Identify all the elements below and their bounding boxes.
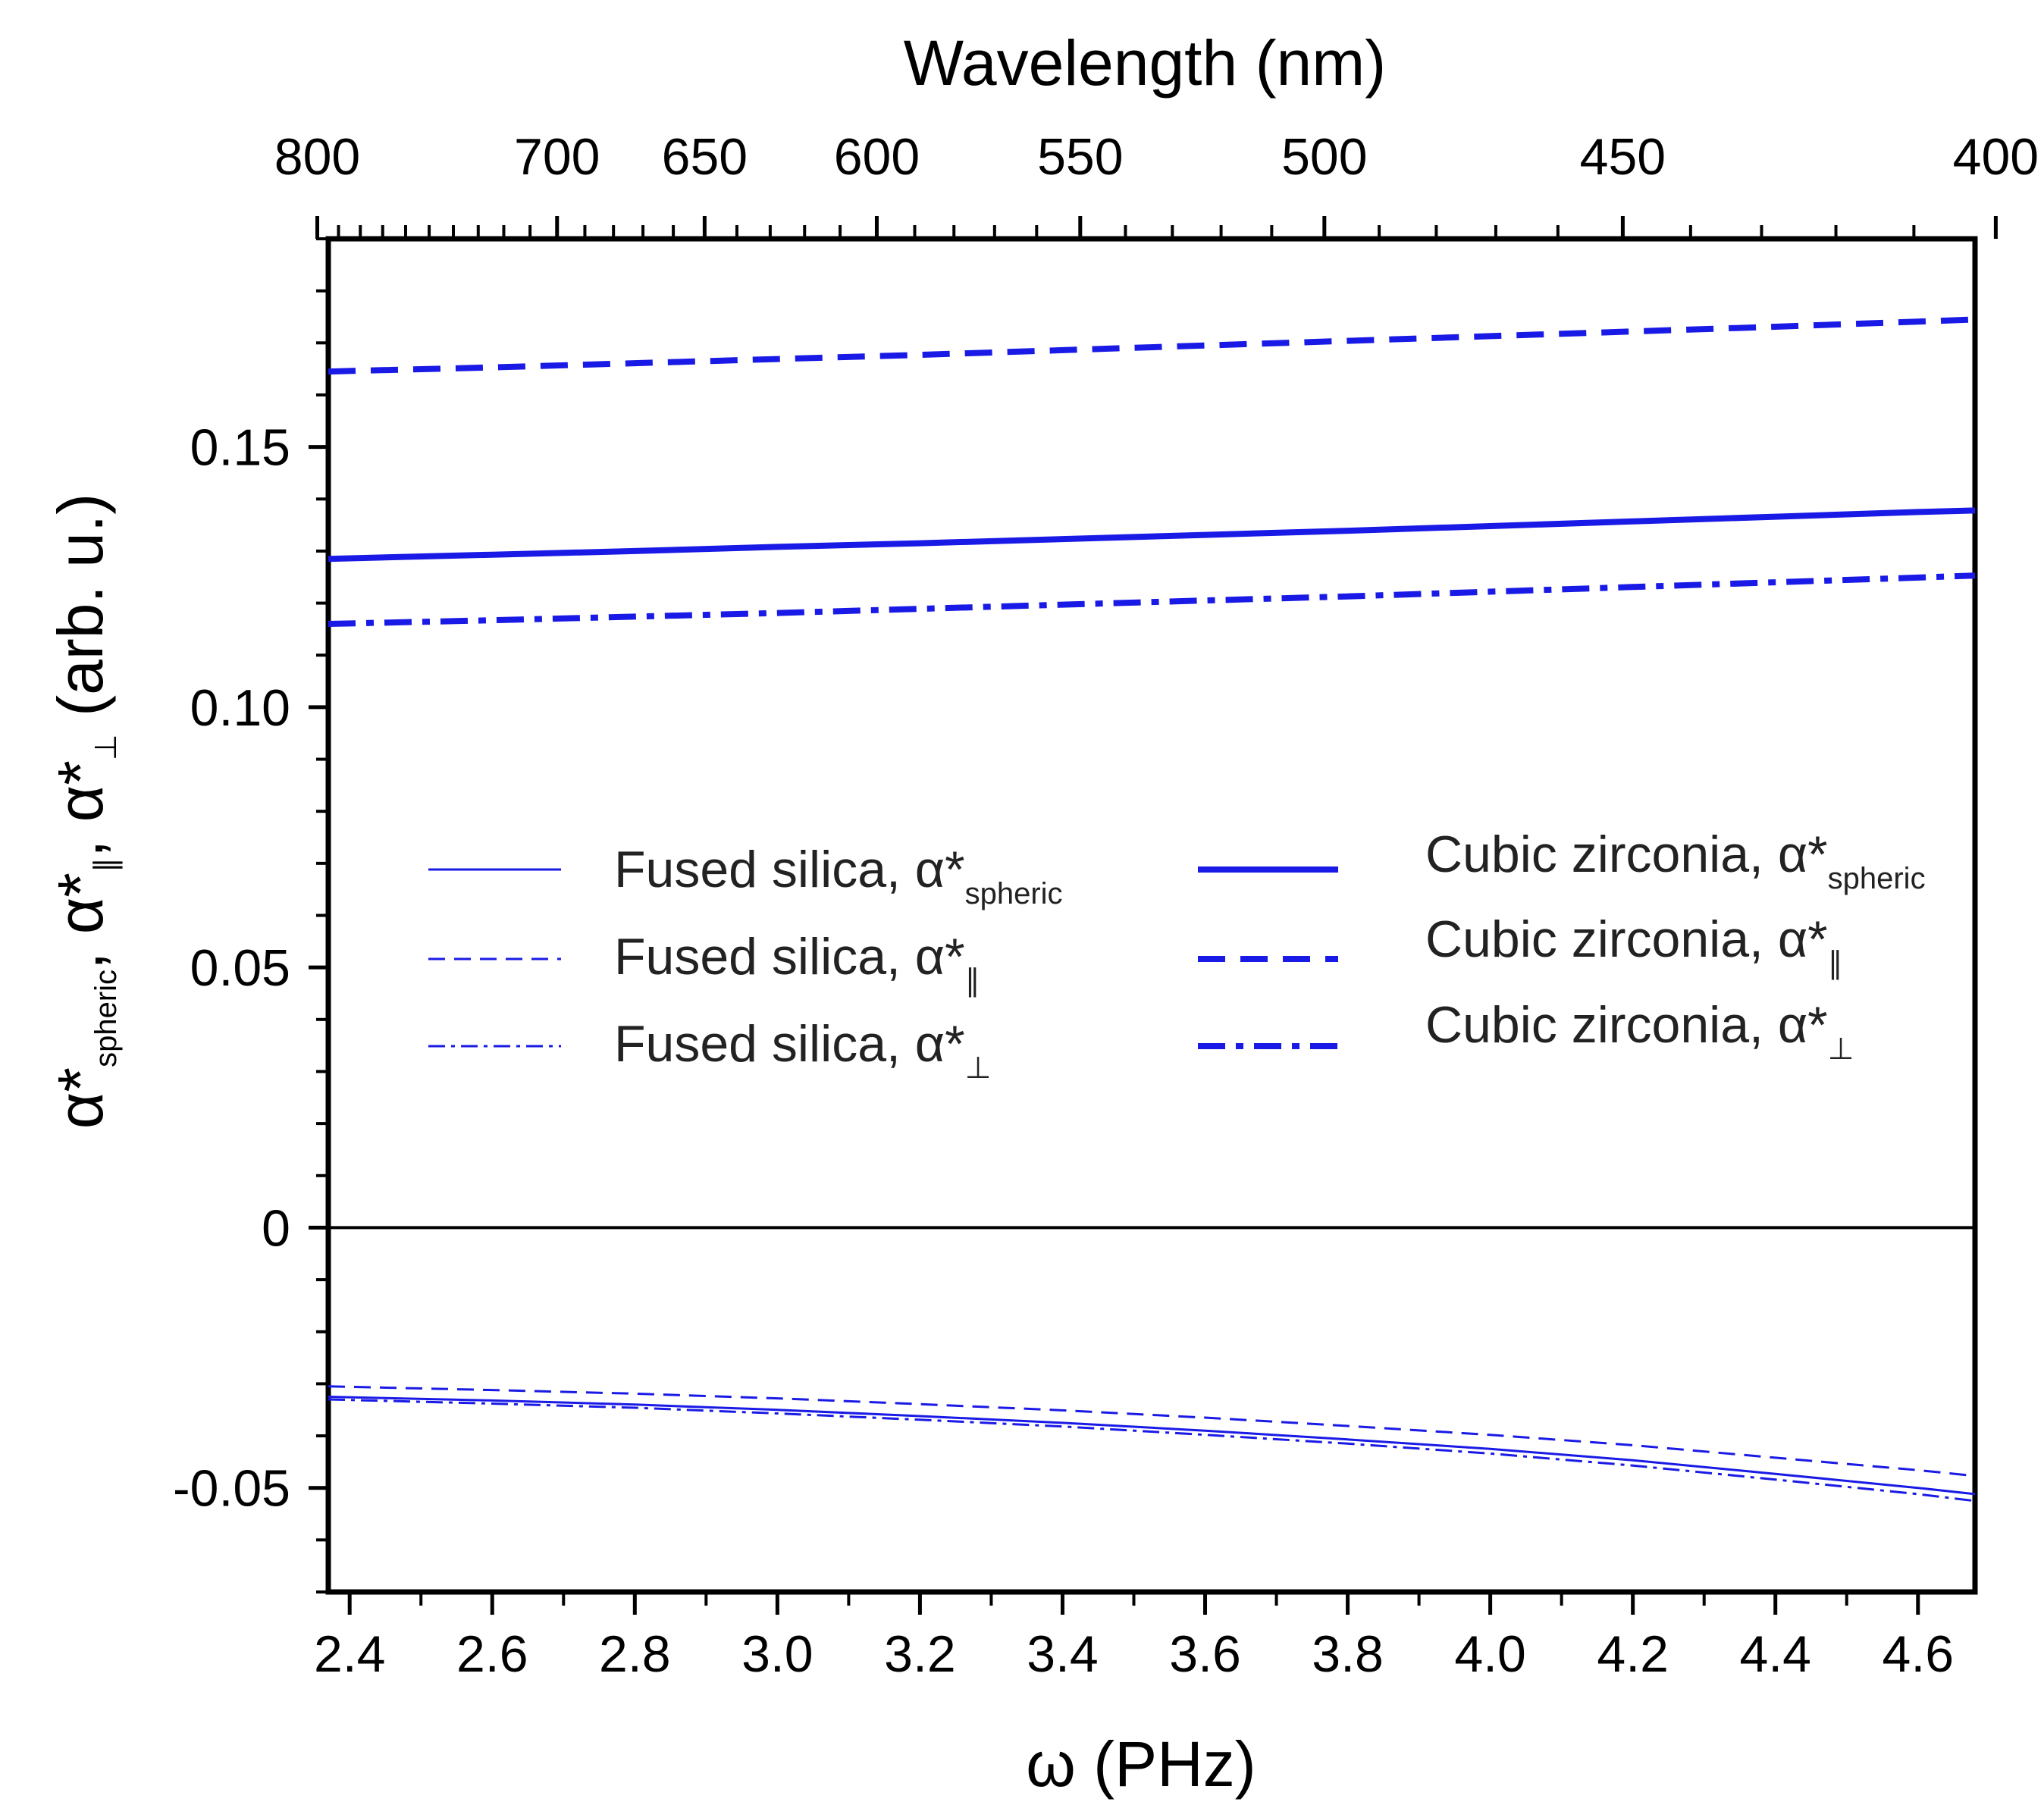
top-axis-ticks: 800 700 650 600 550 500 450 400 (274, 128, 2039, 239)
legend-label: Cubic zirconia, α*⊥ (1425, 996, 1854, 1066)
legend-label: Fused silica, α*∥ (614, 928, 980, 998)
legend-label-main: Cubic zirconia, α* (1425, 826, 1828, 883)
top-tick-label: 650 (662, 128, 748, 186)
legend-label: Fused silica, α*⊥ (614, 1015, 991, 1085)
series-line (328, 572, 1976, 627)
legend-label-sub: ⊥ (1828, 1033, 1854, 1066)
legend-entry: Fused silica, α*⊥ (428, 1015, 991, 1085)
top-tick-label: 800 (274, 128, 360, 186)
legend-label-main: Fused silica, α* (614, 841, 965, 898)
y-tick-label: 0.05 (190, 939, 290, 997)
y-tick-label: 0.15 (190, 419, 290, 477)
series-line (328, 1396, 1976, 1496)
legend-entry: Cubic zirconia, α*⊥ (1198, 996, 1854, 1066)
x-axis-ticks: 2.4 2.6 2.8 3.0 3.2 3.4 3.6 3.8 4.0 4.2 4.4 4.6 (314, 1592, 1954, 1683)
y-axis-title-sub: ⊥ (89, 734, 123, 760)
y-axis-ticks: -0.05 0 0.05 0.10 0.15 (173, 237, 328, 1593)
x-tick-label: 3.4 (1027, 1625, 1099, 1683)
legend-label-main: Cubic zirconia, α* (1425, 996, 1828, 1054)
legend-label-sub: ∥ (965, 964, 980, 998)
x-axis-title: ω (PHz) (1026, 1728, 1256, 1800)
y-axis-title-part: , (45, 822, 116, 857)
x-tick-label: 4.6 (1883, 1625, 1955, 1683)
legend-entry: Cubic zirconia, α*∥ (1198, 910, 1843, 980)
y-axis-title-sub: ∥ (89, 857, 123, 873)
legend-entry: Fused silica, α*∥ (428, 928, 980, 998)
top-tick-label: 400 (1953, 128, 2039, 186)
series-line (328, 507, 1976, 562)
legend-entry: Cubic zirconia, α*spheric (1198, 826, 1926, 895)
y-axis-title-part: (arb. u.) (45, 494, 116, 734)
legend: Fused silica, α*spheric Fused silica, α*… (428, 826, 1926, 1085)
series-line (328, 1385, 1976, 1478)
legend-label: Cubic zirconia, α*∥ (1425, 910, 1843, 980)
x-tick-label: 2.6 (456, 1625, 528, 1683)
x-tick-label: 3.0 (741, 1625, 814, 1683)
x-tick-label: 3.2 (884, 1625, 956, 1683)
top-tick-label: 550 (1037, 128, 1123, 186)
x-tick-label: 3.6 (1169, 1625, 1241, 1683)
legend-label: Cubic zirconia, α*spheric (1425, 826, 1926, 895)
y-axis-title-part: α* (45, 1067, 116, 1129)
legend-label-sub: ∥ (1828, 947, 1843, 980)
legend-label-main: Fused silica, α* (614, 928, 965, 986)
x-tick-label: 4.2 (1597, 1625, 1669, 1683)
legend-label-sub: spheric (1828, 862, 1926, 895)
y-axis-title: α*spheric, α*∥, α*⊥ (arb. u.) (45, 494, 123, 1129)
x-tick-label: 4.4 (1739, 1625, 1811, 1683)
top-tick-label: 700 (514, 128, 600, 186)
y-axis-title-part: , (45, 934, 116, 970)
legend-label-sub: ⊥ (965, 1051, 992, 1085)
y-tick-label: -0.05 (173, 1460, 290, 1518)
top-tick-label: 600 (834, 128, 920, 186)
y-tick-label: 0.10 (190, 679, 290, 737)
y-axis-title-part: α* (45, 760, 116, 822)
top-tick-label: 450 (1580, 128, 1666, 186)
series-line (328, 1398, 1976, 1503)
legend-label-sub: spheric (965, 877, 1063, 910)
legend-label-main: Fused silica, α* (614, 1015, 965, 1073)
legend-entry: Fused silica, α*spheric (428, 841, 1063, 910)
x-tick-label: 2.4 (314, 1625, 386, 1683)
series-lines (328, 316, 1976, 1503)
x-tick-label: 4.0 (1454, 1625, 1526, 1683)
y-axis-title-sub: spheric (89, 970, 123, 1067)
legend-label-main: Cubic zirconia, α* (1425, 910, 1828, 968)
y-axis-title-part: α* (45, 873, 116, 934)
y-tick-label: 0 (262, 1199, 290, 1257)
top-tick-label: 500 (1281, 128, 1367, 186)
x-tick-label: 3.8 (1312, 1625, 1384, 1683)
legend-label: Fused silica, α*spheric (614, 841, 1063, 910)
series-line (328, 316, 1976, 375)
top-axis-title: Wavelength (nm) (904, 27, 1386, 99)
x-tick-label: 2.8 (599, 1625, 671, 1683)
